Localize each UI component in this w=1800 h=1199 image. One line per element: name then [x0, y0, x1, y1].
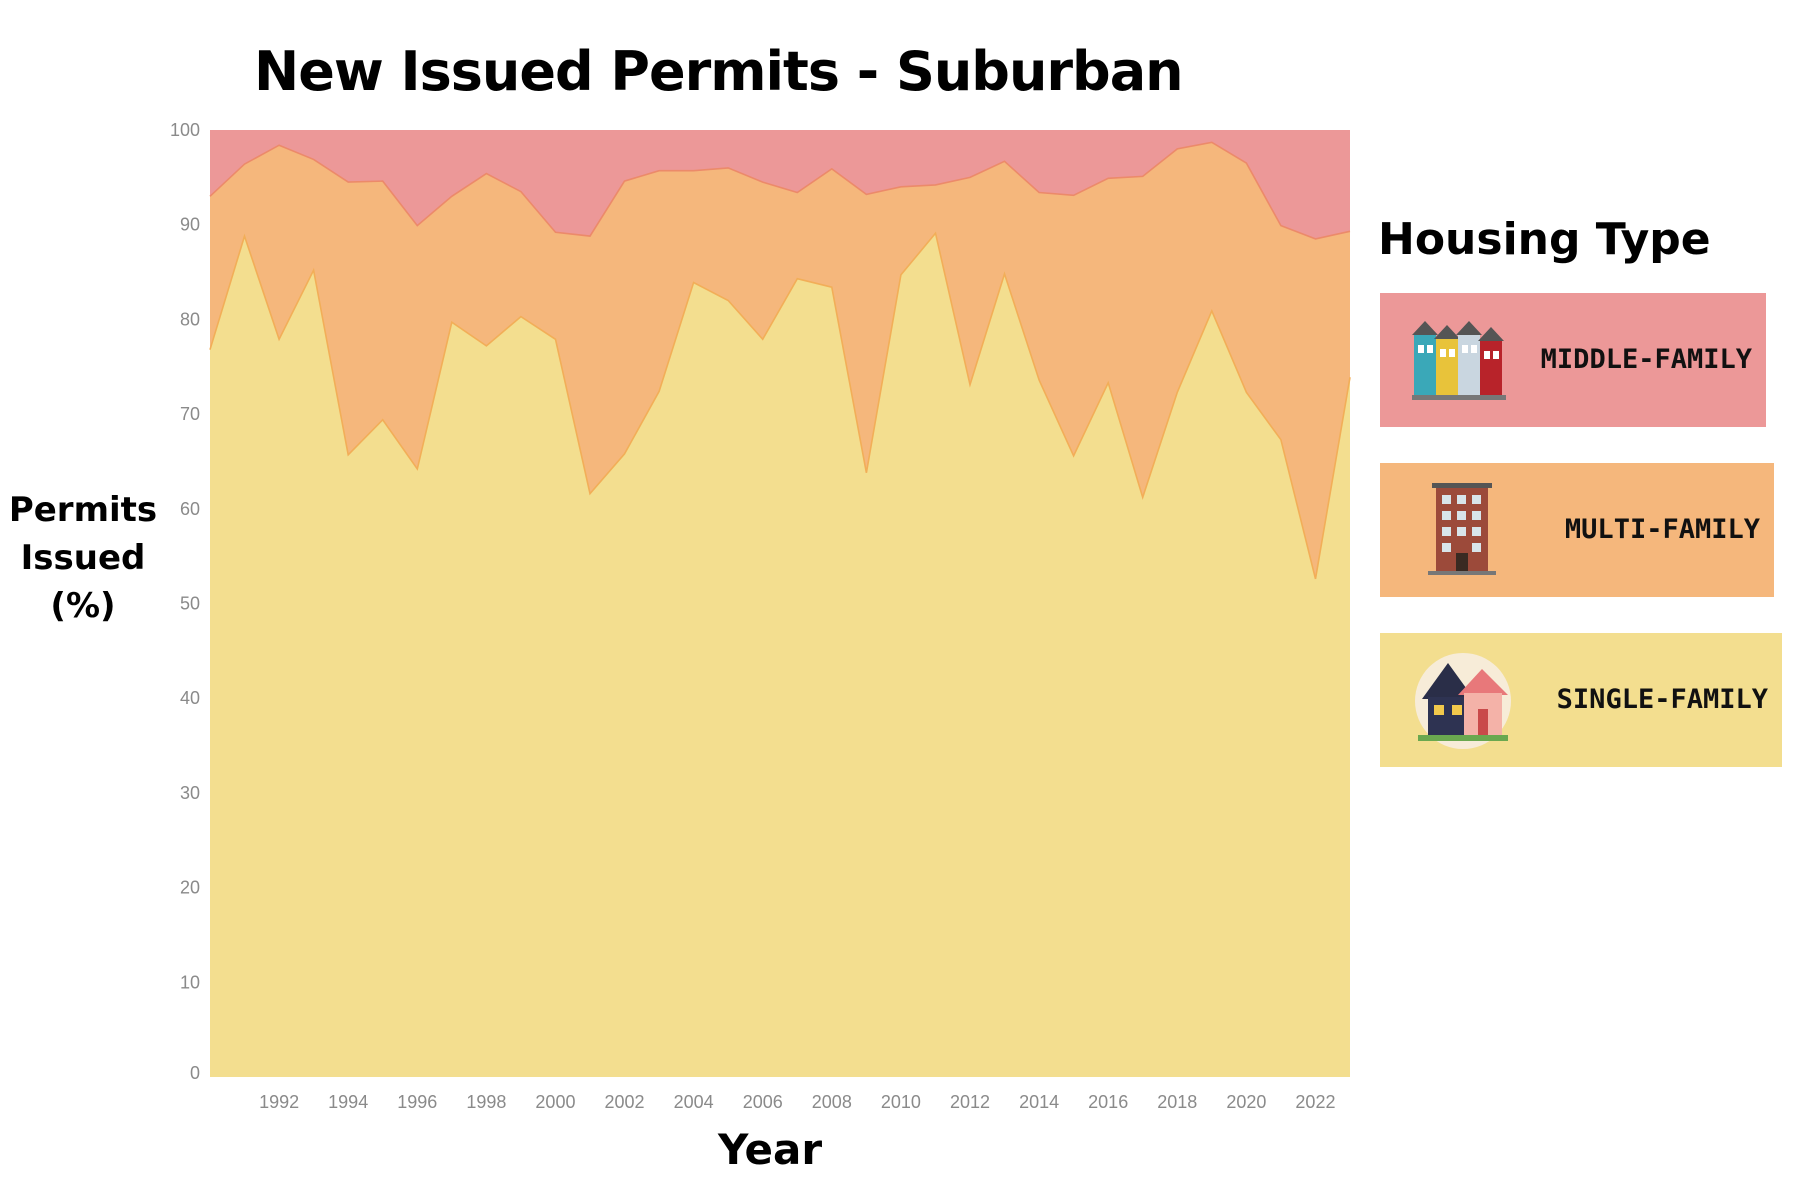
- x-tick-label: 2002: [605, 1092, 645, 1112]
- y-tick-label: 0: [190, 1063, 200, 1083]
- x-tick-label: 2012: [950, 1092, 990, 1112]
- area-series: [209, 130, 1351, 1077]
- x-tick-label: 2004: [674, 1092, 714, 1112]
- legend-label-middle-family: MIDDLE-FAMILY: [1540, 344, 1752, 375]
- x-tick-label: 2018: [1157, 1092, 1197, 1112]
- y-tick-label: 40: [180, 688, 200, 708]
- legend-label-single-family: SINGLE-FAMILY: [1556, 684, 1768, 715]
- y-tick-label: 50: [180, 594, 200, 614]
- x-tick-label: 2008: [812, 1092, 852, 1112]
- x-axis-label: Year: [717, 1125, 823, 1174]
- y-tick-label: 30: [180, 783, 200, 803]
- legend-item-single-family: SINGLE-FAMILY: [1380, 633, 1782, 767]
- y-tick-label: 10: [180, 972, 200, 992]
- x-tick-label: 2014: [1019, 1092, 1059, 1112]
- area-single-family: [210, 233, 1350, 1077]
- x-tick-label: 1996: [397, 1092, 437, 1112]
- y-tick-label: 100: [170, 120, 200, 140]
- x-axis-ticks: 1992 1994 1996 1998 2000 2002 2004 2006 2008 2010…: [259, 1092, 1335, 1112]
- x-tick-label: 2006: [743, 1092, 783, 1112]
- x-tick-label: 1998: [466, 1092, 506, 1112]
- y-axis-ticks: 0 10 20 30 40 50 60 70 80 90 100: [170, 120, 200, 1083]
- y-tick-label: 80: [180, 309, 200, 329]
- legend-item-middle-family: MIDDLE-FAMILY: [1380, 293, 1766, 427]
- y-axis-label-line-1: Permits: [8, 490, 158, 530]
- apartment-building-icon: [1428, 483, 1496, 575]
- legend-item-multi-family: MULTI-FAMILY: [1380, 463, 1774, 597]
- row-houses-icon: [1412, 321, 1506, 400]
- legend-label-multi-family: MULTI-FAMILY: [1564, 514, 1760, 545]
- legend-title: Housing Type: [1378, 214, 1711, 265]
- x-tick-label: 2010: [881, 1092, 921, 1112]
- house-icon: [1415, 653, 1511, 749]
- y-tick-label: 90: [180, 215, 200, 235]
- y-axis-label-line-3: (%): [50, 586, 116, 626]
- x-tick-label: 1994: [328, 1092, 368, 1112]
- area-middle-family: [210, 130, 1350, 239]
- y-tick-label: 70: [180, 404, 200, 424]
- x-tick-label: 2022: [1295, 1092, 1335, 1112]
- y-tick-label: 60: [180, 499, 200, 519]
- chart-title: New Issued Permits - Suburban: [254, 40, 1184, 103]
- x-tick-label: 2016: [1088, 1092, 1128, 1112]
- y-axis-label-line-2: Issued: [20, 538, 146, 578]
- line-multi-family: [209, 141, 1351, 240]
- y-tick-label: 20: [180, 878, 200, 898]
- x-tick-label: 2000: [535, 1092, 575, 1112]
- x-tick-label: 1992: [259, 1092, 299, 1112]
- line-single-family: [209, 231, 1351, 580]
- x-tick-label: 2020: [1226, 1092, 1266, 1112]
- area-multi-family: [210, 142, 1350, 579]
